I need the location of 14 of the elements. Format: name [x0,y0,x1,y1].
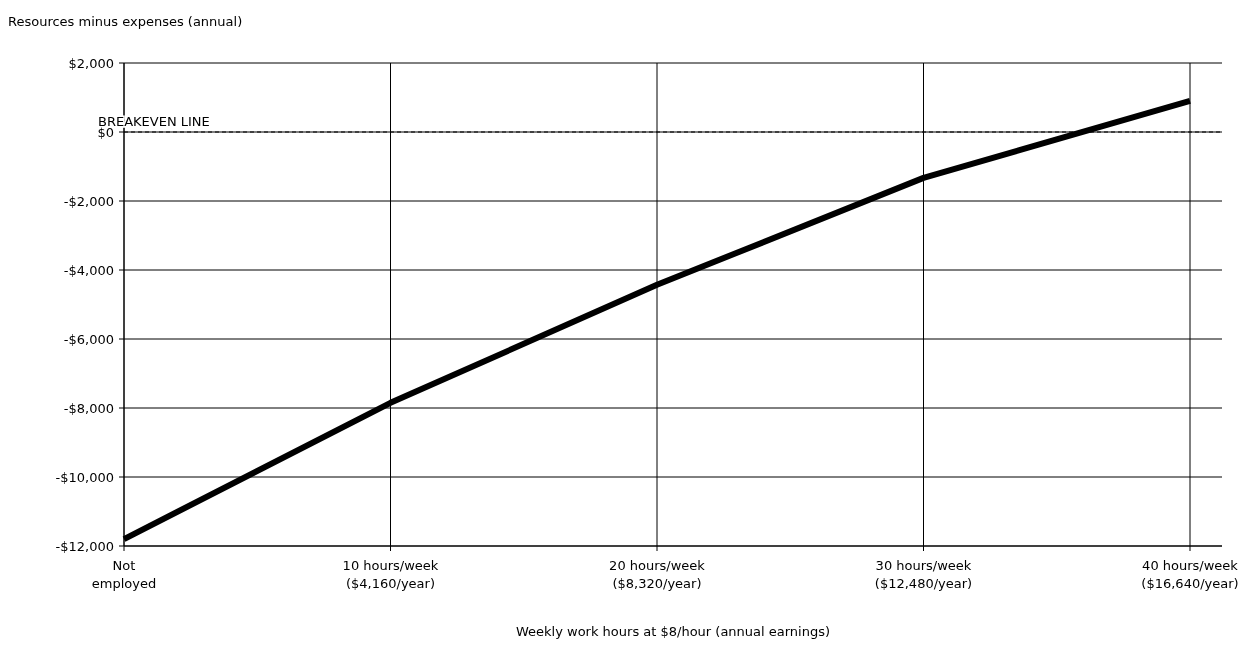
y-tick-label: -$8,000 [63,400,114,416]
x-axis-title: Weekly work hours at $8/hour (annual earnings) [515,624,831,639]
y-tick-label: -$6,000 [63,331,114,347]
y-tick-label: -$2,000 [63,193,114,209]
y-tick-label: -$10,000 [55,469,114,485]
x-tick-label: 40 hours/week ($16,640/year) [1141,558,1239,591]
x-tick-label: Not employed [91,558,157,591]
y-tick-label: $2,000 [68,55,114,71]
x-tick-label: 10 hours/week ($4,160/year) [342,558,439,591]
x-tick-label: 30 hours/week ($12,480/year) [874,558,973,591]
y-tick-label: -$4,000 [63,262,114,278]
y-tick-label: -$12,000 [55,538,114,554]
y-axis-title: Resources minus expenses (annual) [8,14,243,29]
x-tick-label: 20 hours/week ($8,320/year) [609,558,706,591]
